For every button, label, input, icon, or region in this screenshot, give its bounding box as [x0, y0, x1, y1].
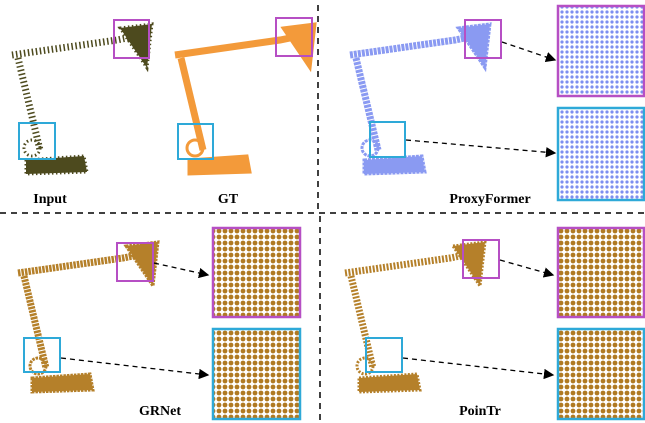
arrow: [499, 259, 555, 278]
zoom-box: [464, 19, 502, 59]
zoom-panel: [211, 226, 302, 319]
arrow: [60, 357, 210, 380]
zoom-box: [462, 239, 500, 279]
zoom-box: [116, 242, 154, 282]
zoom-box: [113, 19, 150, 59]
arrow: [405, 139, 557, 158]
point-cloud: [18, 242, 158, 392]
zoom-box: [177, 123, 214, 160]
point-cloud: [12, 24, 152, 174]
zoom-panel: [556, 226, 645, 319]
zoom-panel: [211, 327, 302, 421]
arrow: [153, 262, 210, 279]
zoom-panel: [556, 327, 645, 421]
method-label: GT: [218, 192, 239, 207]
zoom-panel: [556, 4, 645, 98]
zoom-box: [369, 121, 406, 158]
method-label: ProxyFormer: [449, 192, 530, 207]
method-label: GRNet: [139, 404, 181, 419]
zoom-box: [365, 337, 403, 373]
zoom-box: [18, 122, 56, 160]
arrow: [501, 41, 557, 62]
point-cloud: [175, 24, 315, 174]
zoom-box: [275, 17, 313, 57]
zoom-panel: [556, 106, 645, 202]
method-label: PoinTr: [459, 404, 501, 419]
arrow: [402, 357, 555, 380]
zoom-box: [23, 337, 61, 373]
method-label: Input: [33, 192, 67, 207]
